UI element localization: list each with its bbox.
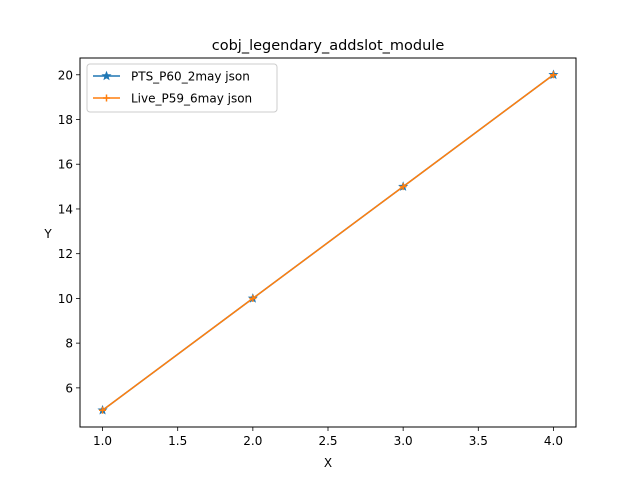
series-2-point bbox=[399, 183, 407, 191]
y-tick-label: 18 bbox=[58, 113, 73, 127]
x-tick-label: 2.5 bbox=[318, 434, 337, 448]
y-tick-label: 16 bbox=[58, 158, 73, 172]
y-tick-label: 8 bbox=[65, 337, 73, 351]
y-axis-label: Y bbox=[43, 227, 52, 241]
legend-marker-1 bbox=[101, 70, 112, 81]
series-2-point bbox=[249, 294, 257, 302]
x-axis-label: X bbox=[324, 456, 332, 470]
x-tick-label: 3.0 bbox=[394, 434, 413, 448]
y-tick-label: 10 bbox=[58, 292, 73, 306]
y-tick-label: 12 bbox=[58, 247, 73, 261]
legend-label-2: Live_P59_6may json bbox=[131, 92, 252, 106]
legend-marker-2 bbox=[103, 94, 110, 102]
series-2-point bbox=[549, 71, 557, 79]
series-2-point bbox=[99, 406, 107, 414]
x-axis: 1.0 1.5 2.0 2.5 3.0 3.5 4.0 bbox=[93, 427, 563, 448]
series-layer bbox=[97, 69, 559, 415]
x-tick-label: 1.5 bbox=[168, 434, 187, 448]
legend-frame bbox=[86, 63, 278, 113]
y-tick-label: 14 bbox=[58, 202, 73, 216]
x-tick-label: 2.0 bbox=[243, 434, 262, 448]
y-tick-label: 6 bbox=[65, 381, 73, 395]
legend: PTS_P60_2may json Live_P59_6may json bbox=[86, 63, 278, 113]
y-tick-label: 20 bbox=[58, 68, 73, 82]
x-tick-label: 4.0 bbox=[544, 434, 563, 448]
legend-label-1: PTS_P60_2may json bbox=[131, 70, 250, 84]
series-line-2 bbox=[102, 74, 554, 411]
x-tick-label: 1.0 bbox=[93, 434, 112, 448]
x-tick-label: 3.5 bbox=[469, 434, 488, 448]
chart-title: cobj_legendary_addslot_module bbox=[212, 38, 445, 54]
y-axis: 6 8 10 12 14 16 18 20 bbox=[58, 68, 80, 395]
plot-area bbox=[79, 57, 577, 428]
